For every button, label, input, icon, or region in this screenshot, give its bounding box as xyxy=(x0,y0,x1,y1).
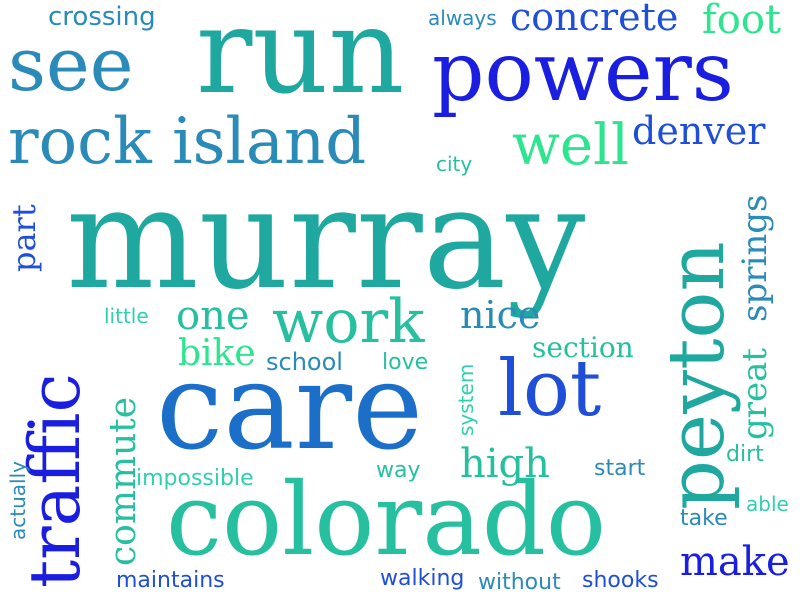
word-one: one xyxy=(176,293,250,339)
word-impossible: impossible xyxy=(136,466,254,491)
word-see: see xyxy=(8,22,134,108)
word-way: way xyxy=(376,458,421,483)
word-walking: walking xyxy=(380,566,465,591)
word-foot: foot xyxy=(702,0,782,43)
word-murray: murray xyxy=(66,158,586,321)
word-take: take xyxy=(680,506,728,531)
word-actually: actually xyxy=(6,461,30,540)
word-city: city xyxy=(436,152,473,176)
word-nice: nice xyxy=(460,293,541,337)
word-rock-island: rock island xyxy=(8,105,367,179)
word-colorado: colorado xyxy=(166,461,607,578)
word-peyton: peyton xyxy=(652,241,742,510)
word-dirt: dirt xyxy=(726,442,764,467)
word-great: great xyxy=(735,347,775,440)
word-always: always xyxy=(428,6,497,30)
word-concrete: concrete xyxy=(510,0,679,39)
word-system: system xyxy=(454,363,478,436)
word-maintains: maintains xyxy=(116,568,225,593)
word-without: without xyxy=(478,570,561,595)
word-run: run xyxy=(196,0,405,120)
word-well: well xyxy=(512,113,629,178)
word-denver: denver xyxy=(632,109,766,153)
word-school: school xyxy=(266,348,343,376)
word-start: start xyxy=(594,456,646,481)
word-powers: powers xyxy=(432,25,734,120)
word-part: part xyxy=(5,204,43,272)
word-traffic: traffic xyxy=(14,373,96,588)
word-springs: springs xyxy=(735,194,775,322)
word-able: able xyxy=(746,492,789,516)
word-little: little xyxy=(104,304,149,328)
word-section: section xyxy=(532,331,634,364)
word-high: high xyxy=(460,441,550,487)
word-work: work xyxy=(272,287,425,357)
word-crossing: crossing xyxy=(48,2,156,32)
word-care: care xyxy=(156,338,424,477)
word-make: make xyxy=(680,539,790,585)
word-love: love xyxy=(382,350,429,375)
word-bike: bike xyxy=(178,333,256,374)
word-lot: lot xyxy=(498,344,602,434)
word-shooks: shooks xyxy=(582,568,659,593)
